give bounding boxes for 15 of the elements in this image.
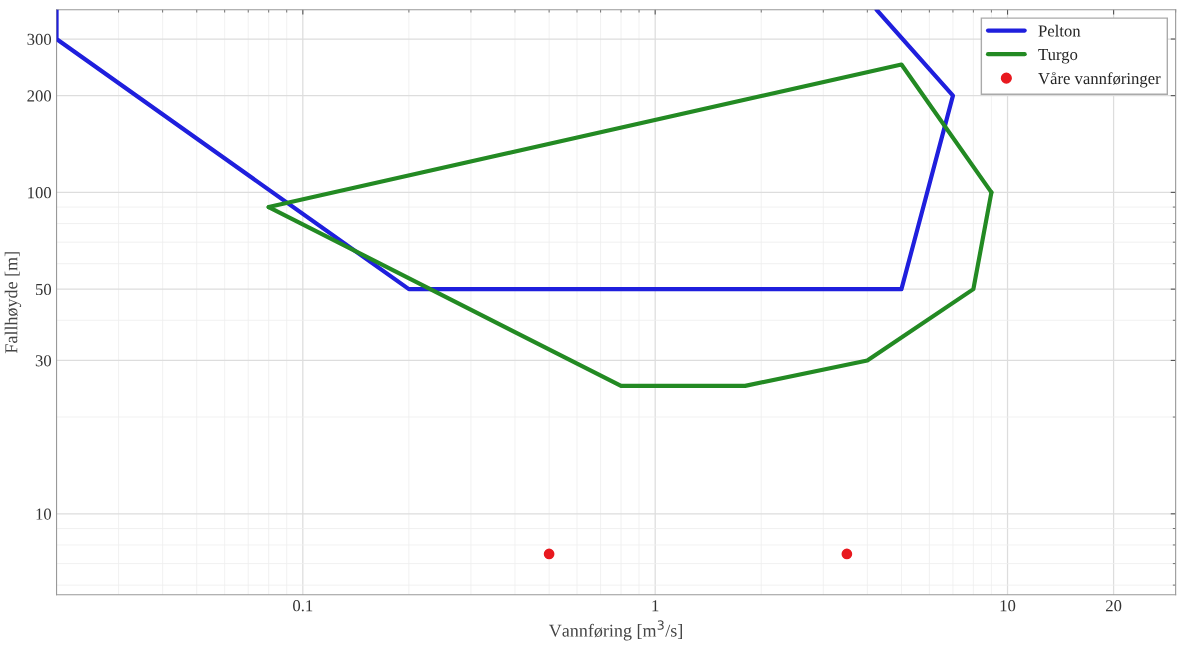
y-tick-label: 200 <box>27 90 52 102</box>
y-tick-label: 30 <box>35 355 52 367</box>
legend-label: Turgo <box>1038 49 1078 64</box>
y-tick-label: 50 <box>35 283 52 296</box>
y-tick-label: 300 <box>27 33 52 45</box>
y-axis-title: Fallhøyde [m] <box>4 252 22 354</box>
y-tick-label: 10 <box>36 508 52 520</box>
legend-label: Våre vannføringer <box>1038 71 1161 88</box>
legend-label: Pelton <box>1038 24 1081 37</box>
x-tick-label: 20 <box>1106 600 1122 612</box>
x-tick-label: 10 <box>1000 600 1016 612</box>
x-axis-title: Vannføring [m$^{3}$/s] <box>548 620 682 641</box>
x-tick-label: 1 <box>652 600 659 612</box>
y-tick-label: 100 <box>28 187 52 199</box>
x-tick-label: 0.1 <box>293 600 313 612</box>
